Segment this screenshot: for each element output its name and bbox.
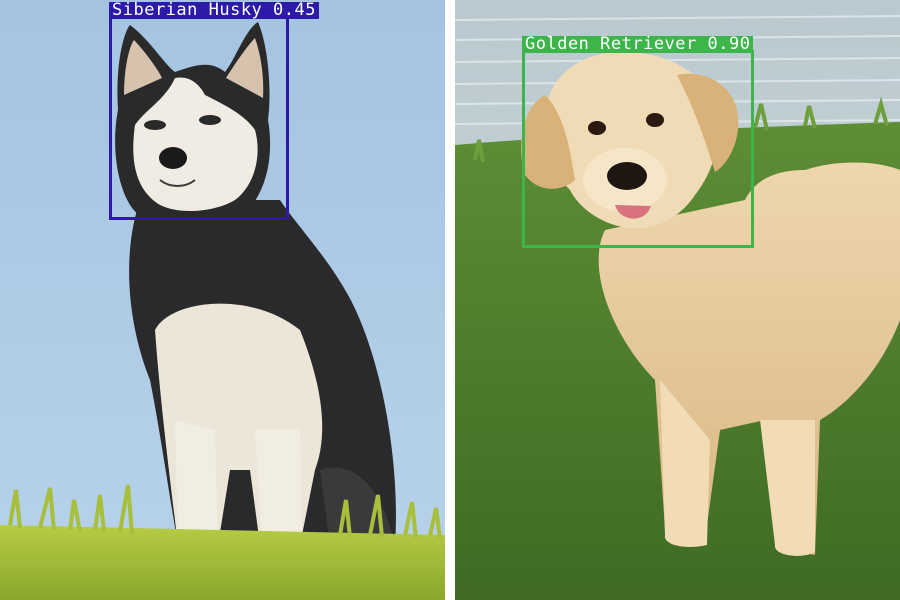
detection-score-husky: 0.45 bbox=[273, 0, 316, 20]
panel-divider bbox=[445, 0, 455, 600]
golden-retriever-photo bbox=[455, 0, 900, 600]
detection-class-husky: Siberian Husky bbox=[112, 0, 263, 20]
detection-label-golden: Golden Retriever 0.90 bbox=[522, 34, 754, 54]
image-panel-golden: Golden Retriever 0.90 bbox=[455, 0, 900, 600]
detection-box-husky: Siberian Husky 0.45 bbox=[109, 2, 319, 220]
detection-class-golden: Golden Retriever bbox=[525, 34, 697, 54]
image-panel-husky: Siberian Husky 0.45 bbox=[0, 0, 445, 600]
husky-photo bbox=[0, 0, 445, 600]
detection-label-husky: Siberian Husky 0.45 bbox=[109, 2, 319, 19]
detection-score-golden: 0.90 bbox=[707, 34, 751, 54]
detection-box-golden: Golden Retriever 0.90 bbox=[522, 36, 754, 248]
